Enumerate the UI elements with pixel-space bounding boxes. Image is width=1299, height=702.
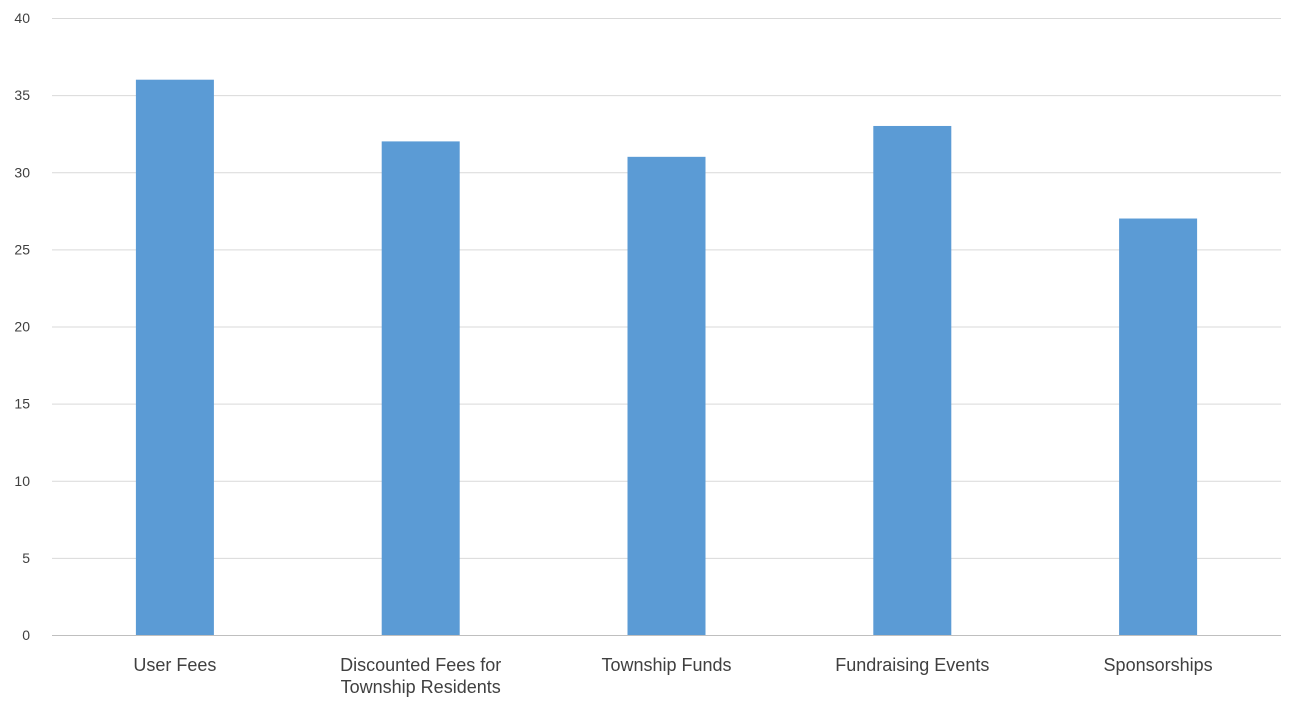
x-category-label: Discounted Fees for: [340, 655, 501, 675]
x-category-label: Sponsorships: [1104, 655, 1213, 675]
y-tick-label: 35: [14, 87, 30, 103]
y-tick-label: 10: [14, 473, 30, 489]
y-tick-label: 20: [14, 319, 30, 335]
bar: [382, 141, 460, 635]
bar: [1119, 219, 1197, 635]
bar: [628, 157, 706, 635]
x-category-label: User Fees: [133, 655, 216, 675]
x-category-label: Township Residents: [341, 677, 501, 697]
bar: [136, 80, 214, 635]
y-tick-label: 40: [14, 10, 30, 26]
x-category-label: Township Funds: [601, 655, 731, 675]
y-tick-label: 25: [14, 241, 30, 257]
y-tick-label: 5: [22, 550, 30, 566]
bar: [873, 126, 951, 635]
y-tick-label: 0: [22, 627, 30, 643]
bars: [136, 80, 1197, 635]
x-category-label: Fundraising Events: [835, 655, 989, 675]
y-tick-label: 15: [14, 396, 30, 412]
y-axis-tick-labels: 0 5 10 15 20 25 30 35 40: [14, 10, 30, 643]
y-tick-label: 30: [14, 164, 30, 180]
